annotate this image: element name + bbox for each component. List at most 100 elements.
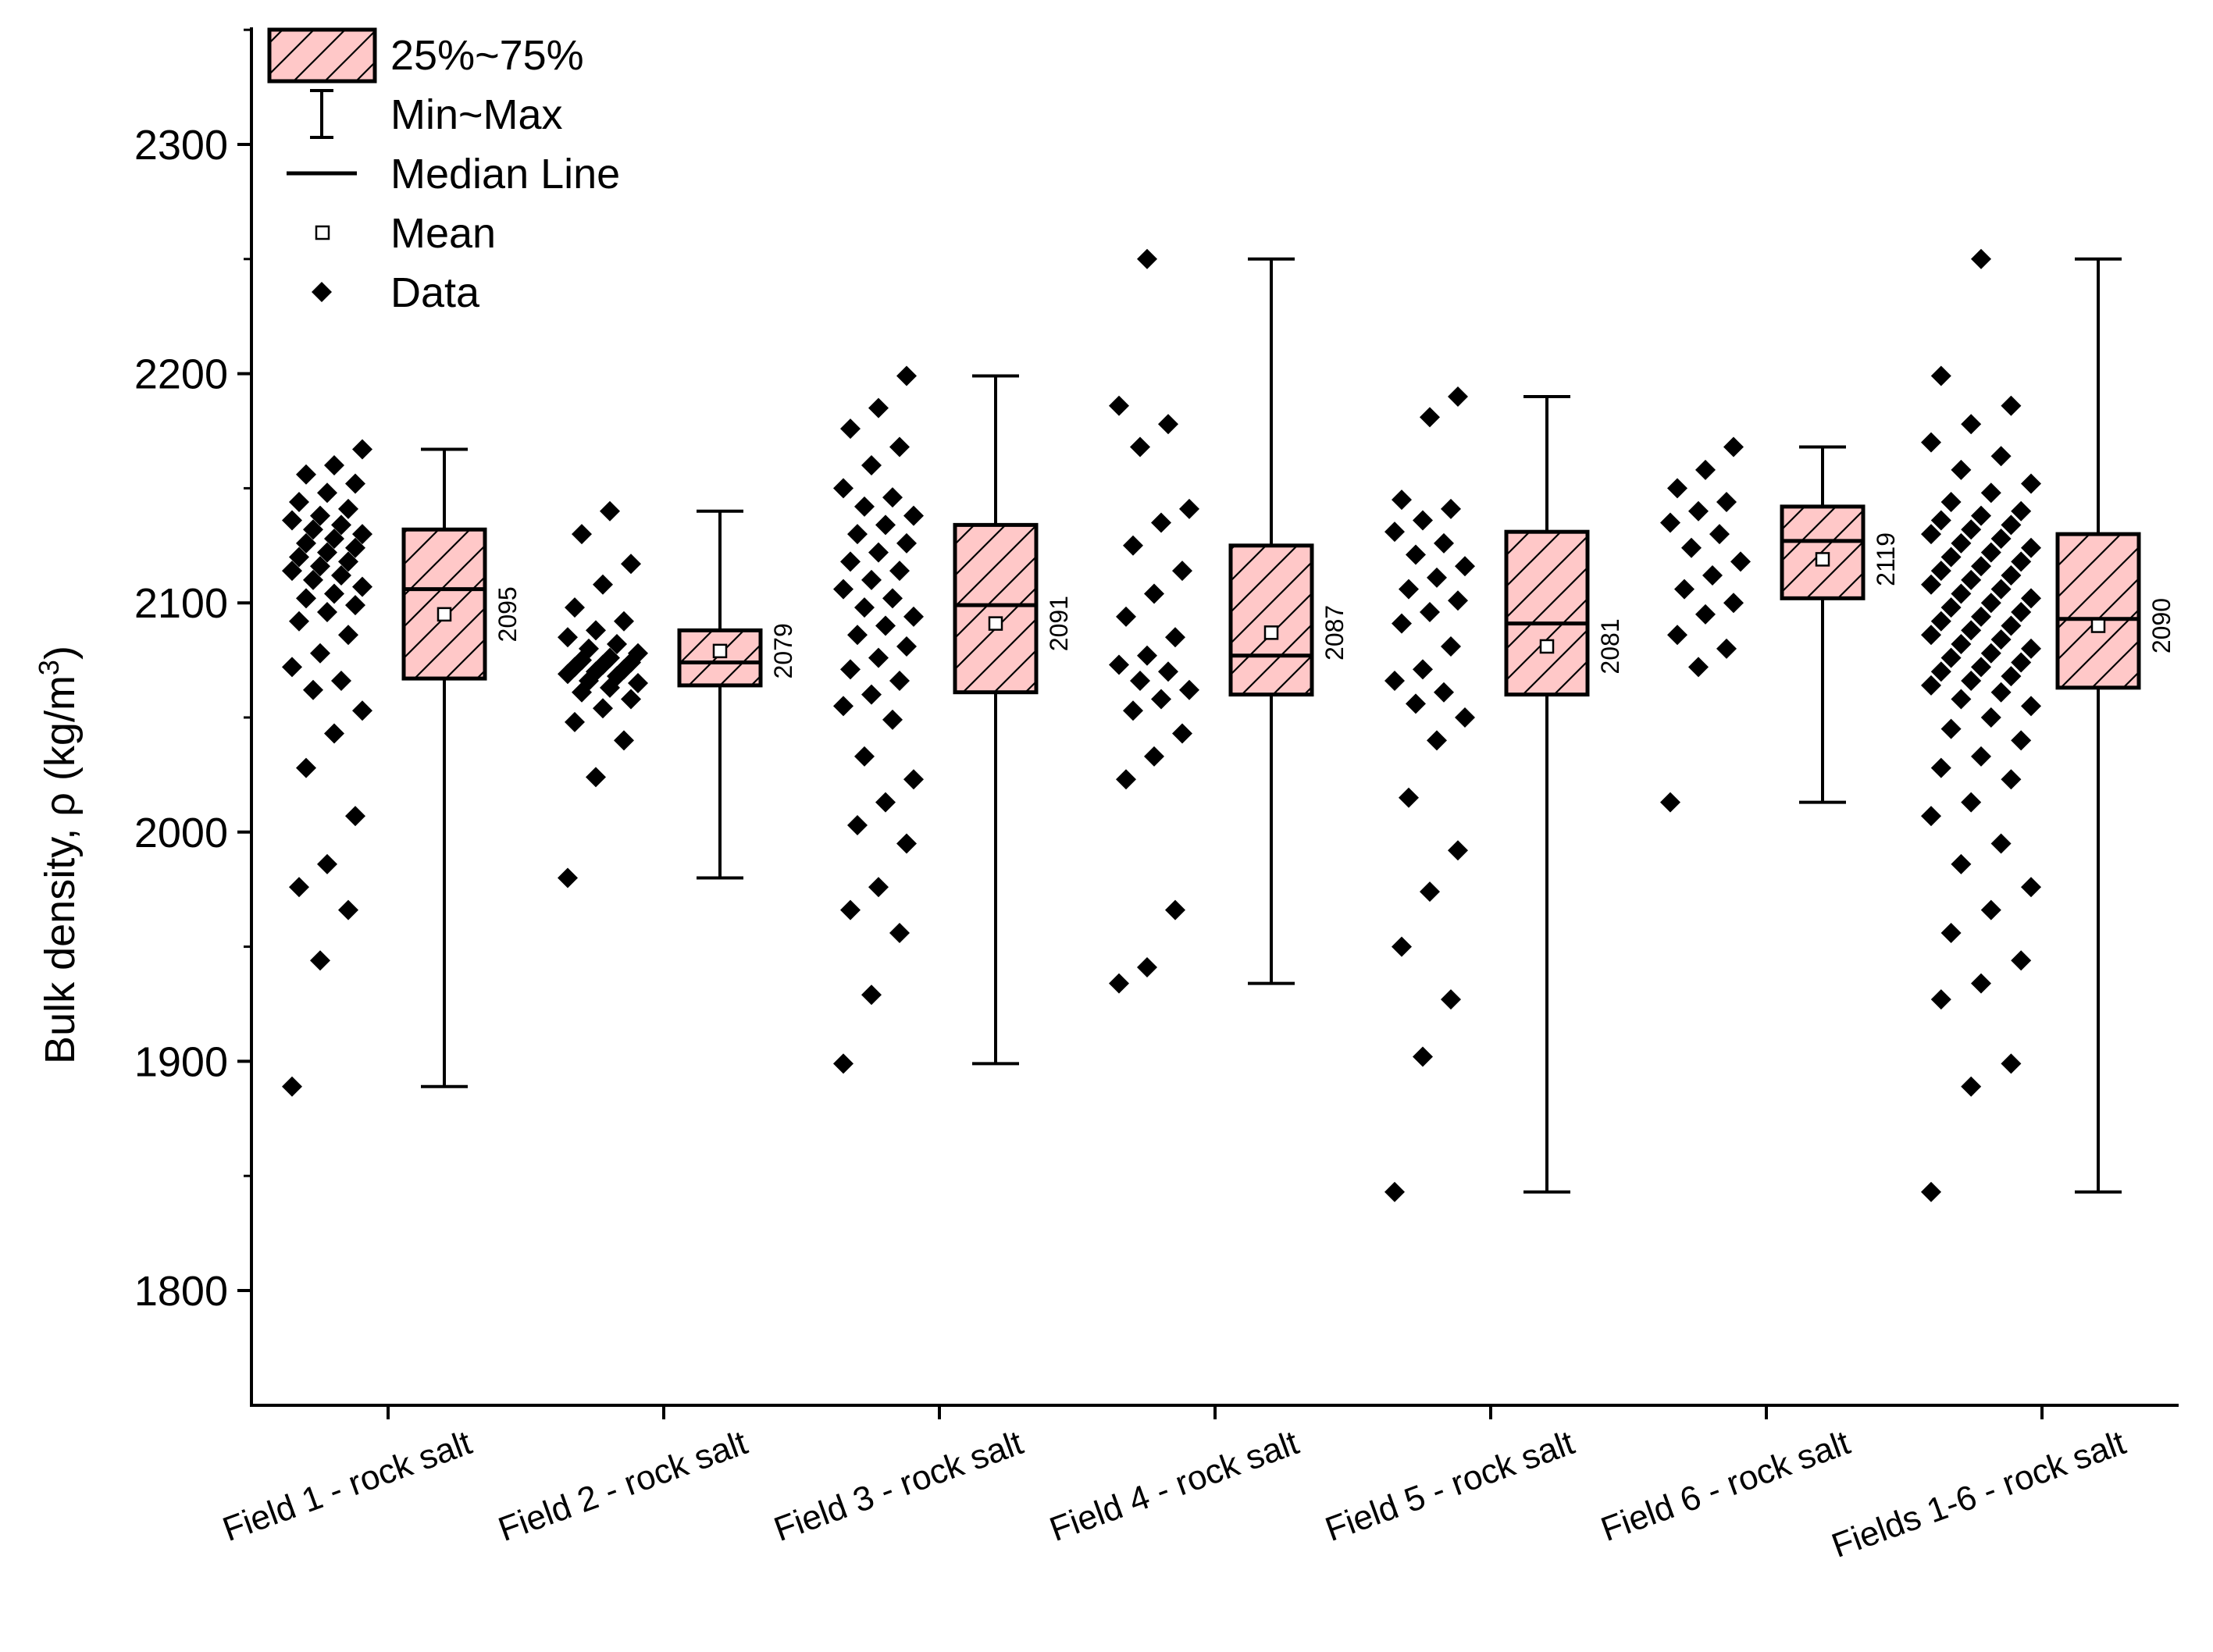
y-axis-label: Bulk density, ρ (kg/m3) <box>33 646 84 1064</box>
mean-marker <box>1539 639 1555 654</box>
data-point <box>338 625 358 646</box>
box-group-1: 2095 <box>401 447 522 1088</box>
data-point <box>1940 547 1962 568</box>
data-point <box>614 730 634 751</box>
data-point <box>1179 679 1199 700</box>
data-point <box>1980 707 2001 728</box>
data-point <box>1980 482 2001 504</box>
data-point <box>621 689 641 710</box>
mean-value-label: 2081 <box>1596 618 1624 674</box>
y-axis-ticks: 1800 1900 2000 2100 2200 2300 <box>134 28 251 1315</box>
iqr-box <box>1228 543 1314 697</box>
data-point <box>1688 657 1709 678</box>
data-point <box>331 514 351 536</box>
data-point <box>1930 661 1951 682</box>
data-point <box>875 615 896 636</box>
data-point <box>840 659 861 680</box>
data-point <box>621 554 641 575</box>
data-point <box>614 611 634 632</box>
data-point <box>565 711 585 732</box>
data-point <box>310 505 330 526</box>
data-point <box>2011 551 2032 572</box>
data-point <box>868 542 889 563</box>
box-group-6: 2119 <box>1780 445 1900 804</box>
y-tick-label: 2200 <box>134 351 228 398</box>
data-point <box>2021 537 2041 558</box>
data-point <box>1660 512 1680 533</box>
data-point <box>317 482 337 504</box>
data-points-6 <box>1660 436 1751 813</box>
data-point <box>2021 877 2041 898</box>
data-point <box>1392 490 1412 511</box>
data-point <box>1413 510 1433 531</box>
data-point <box>861 984 882 1006</box>
data-point <box>1921 432 1941 453</box>
data-point <box>324 723 344 744</box>
data-point <box>282 510 302 531</box>
data-point <box>352 439 372 460</box>
box-group-7: 2090 <box>2055 257 2176 1194</box>
data-point <box>1179 498 1199 519</box>
data-point <box>868 647 889 668</box>
data-points-3 <box>833 365 924 1074</box>
data-point <box>1116 606 1136 627</box>
data-point <box>2001 564 2022 586</box>
data-point <box>628 672 648 693</box>
data-point <box>1951 689 1972 710</box>
mean-value-label: 2119 <box>1872 532 1900 586</box>
data-point <box>1109 654 1129 675</box>
data-point <box>352 700 372 721</box>
data-point <box>882 588 903 609</box>
iqr-box <box>401 527 487 681</box>
data-point <box>1123 700 1143 721</box>
legend-label: 25%~75% <box>390 32 584 79</box>
data-points-7 <box>1921 248 2041 1202</box>
data-point <box>896 365 917 386</box>
data-point <box>1971 746 1991 767</box>
data-point <box>1716 492 1737 513</box>
data-point <box>1961 1076 1982 1097</box>
data-point <box>1441 498 1461 519</box>
data-point <box>289 611 309 632</box>
data-point <box>1116 769 1136 790</box>
data-point <box>1455 707 1475 728</box>
data-point <box>1448 386 1468 407</box>
data-point <box>2011 950 2032 971</box>
data-point <box>1930 989 1951 1010</box>
data-point <box>1951 853 1972 874</box>
data-point <box>2011 601 2032 622</box>
data-point <box>896 636 917 657</box>
data-point <box>2021 696 2041 717</box>
plot-series: 2095 2079 2091 2087 2081 2119 2090 <box>282 248 2176 1202</box>
x-category-label: Field 6 - rock salt <box>1596 1423 1855 1549</box>
data-point <box>1961 620 1982 641</box>
data-point <box>296 464 316 485</box>
data-point <box>1667 625 1687 646</box>
data-point <box>1723 436 1744 458</box>
data-point <box>1930 757 1951 778</box>
data-point <box>1951 634 1972 655</box>
data-point <box>1716 638 1737 659</box>
data-point <box>289 492 309 513</box>
data-point <box>2001 769 2022 790</box>
x-category-label: Field 2 - rock salt <box>494 1423 753 1549</box>
iqr-box <box>2055 532 2141 690</box>
data-point <box>282 1076 302 1097</box>
data-point <box>345 806 365 827</box>
y-tick-label: 1800 <box>134 1268 228 1315</box>
legend-label: Min~Max <box>390 91 563 138</box>
legend: 25%~75% Min~Max Median Line Mean Data <box>267 27 620 316</box>
data-point <box>303 519 323 540</box>
x-category-label: Field 5 - rock salt <box>1320 1423 1580 1549</box>
data-point <box>558 627 578 648</box>
data-point <box>558 867 578 888</box>
data-points-1 <box>282 439 372 1097</box>
data-point <box>854 597 875 618</box>
data-point <box>345 473 365 494</box>
data-point <box>847 625 868 646</box>
data-point <box>1980 542 2001 563</box>
data-point <box>868 877 889 898</box>
data-point <box>2001 514 2022 536</box>
data-point <box>1130 671 1150 692</box>
data-point <box>1158 414 1178 435</box>
